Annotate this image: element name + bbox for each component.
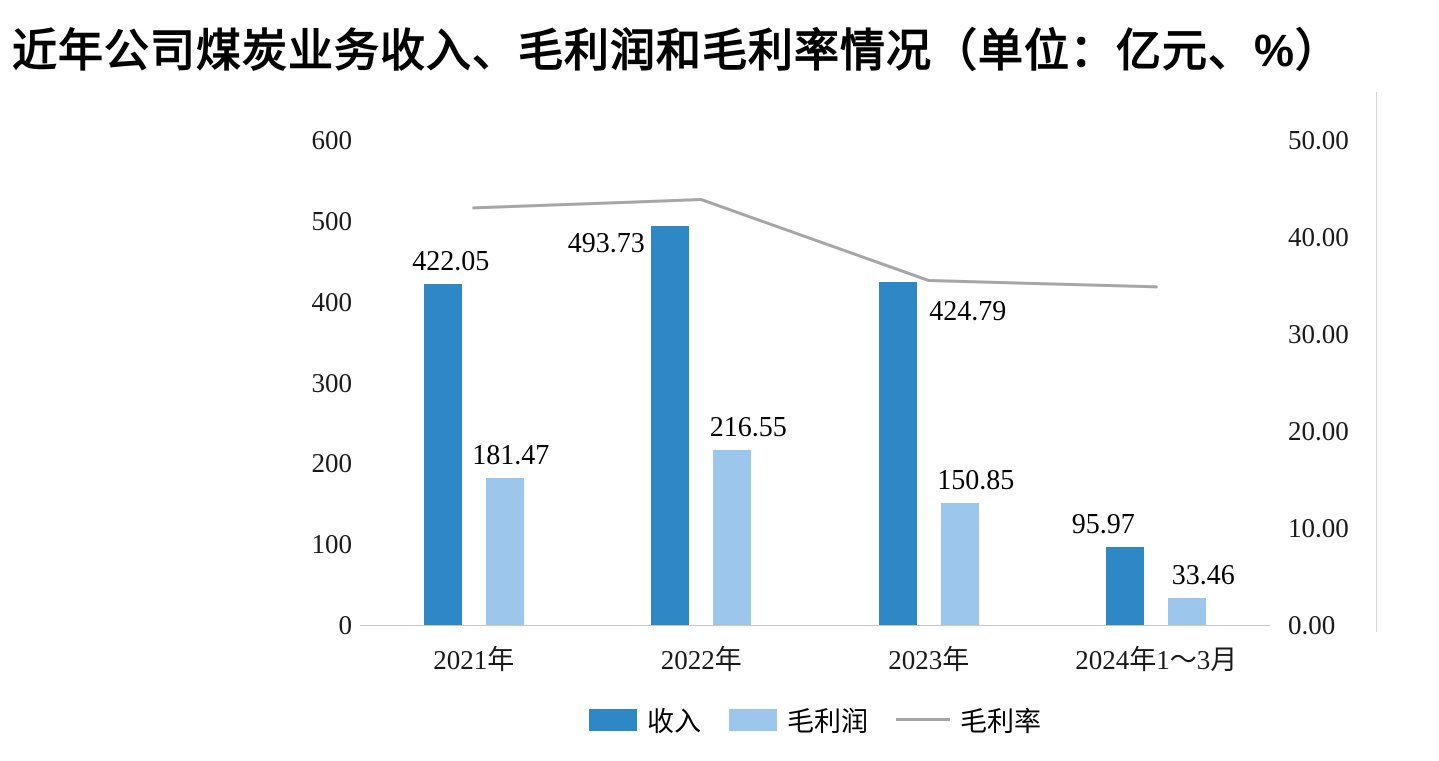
y-axis-left-tick-label: 600 [311, 125, 353, 155]
legend-swatch-line [896, 718, 950, 721]
category-label: 2021年 [433, 645, 515, 675]
trend-line [472, 198, 1158, 289]
legend-swatch-bar [589, 708, 637, 731]
bar-value-label: 422.05 [412, 245, 490, 277]
legend-label: 毛利率 [960, 707, 1041, 737]
category-label: 2024年1～3月 [1075, 645, 1238, 675]
legend-item: 毛利润 [729, 700, 868, 739]
y-axis-left-tick-label: 0 [338, 610, 353, 640]
bar-value-label: 150.85 [937, 465, 1015, 497]
right-axis-line [1376, 92, 1377, 632]
y-axis-right-tick-label: 0.00 [1288, 610, 1336, 640]
bar-profit [1168, 597, 1207, 625]
bar-revenue [878, 281, 917, 625]
bar-revenue [423, 283, 462, 625]
y-axis-left-tick-label: 500 [311, 205, 353, 236]
bar-value-label: 424.79 [929, 295, 1007, 327]
chart-title: 近年公司煤炭业务收入、毛利润和毛利率情况（单位：亿元、%） [12, 25, 1342, 76]
bar-revenue [651, 225, 690, 625]
category-label: 2022年 [660, 645, 742, 675]
y-axis-left-tick-label: 300 [311, 367, 353, 398]
bar-profit [940, 503, 979, 625]
bar-value-label: 216.55 [709, 411, 787, 443]
chart-legend: 收入 毛利润 毛利率 [360, 700, 1270, 739]
bar-value-label: 181.47 [472, 440, 550, 472]
y-axis-right-tick-label: 20.00 [1288, 416, 1349, 446]
legend-label: 毛利润 [787, 707, 868, 737]
y-axis-left-tick-label: 200 [311, 448, 353, 479]
x-axis-line [360, 625, 1270, 626]
y-axis-right-tick-label: 10.00 [1288, 513, 1349, 543]
y-axis-right-tick-label: 50.00 [1288, 125, 1349, 155]
bar-profit [485, 478, 524, 625]
bar-value-label: 33.46 [1171, 559, 1235, 591]
legend-swatch-bar [729, 708, 777, 731]
bar-profit [713, 449, 752, 625]
legend-item: 毛利率 [896, 700, 1041, 739]
y-axis-right-tick-label: 40.00 [1288, 222, 1349, 252]
y-axis-left-tick-label: 100 [311, 529, 353, 560]
category-label: 2023年 [888, 645, 970, 675]
legend-label: 收入 [647, 707, 701, 737]
bar-value-label: 95.97 [1071, 509, 1135, 541]
y-axis-left-tick-label: 400 [311, 286, 353, 317]
bar-value-label: 493.73 [567, 227, 645, 259]
legend-item: 收入 [589, 700, 701, 739]
bar-revenue [1106, 547, 1145, 625]
y-axis-right-tick-label: 30.00 [1288, 319, 1349, 349]
